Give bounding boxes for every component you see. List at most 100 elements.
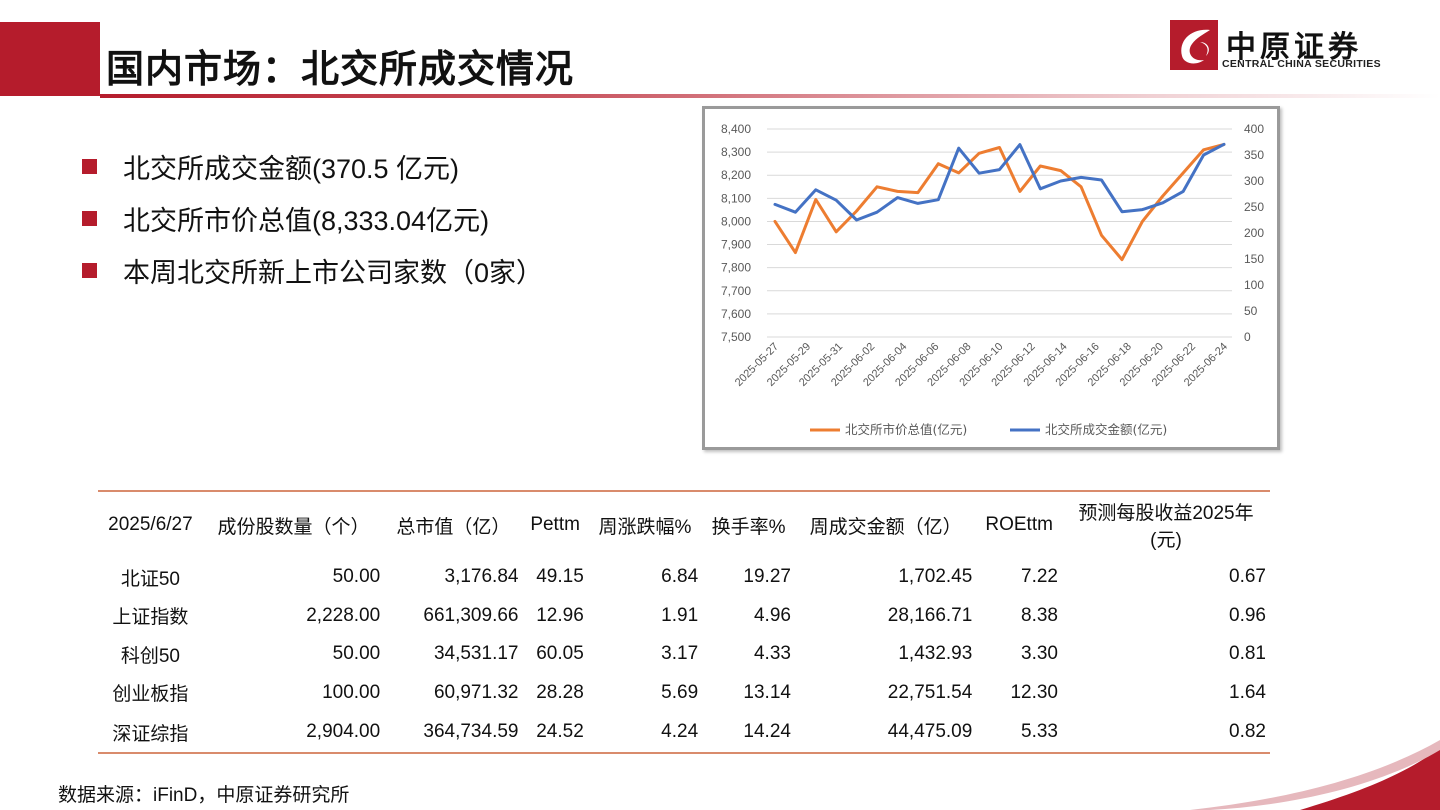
- index-name-cell: 深证综指: [112, 723, 189, 745]
- bullet-text: 北交所成交金额(370.5 亿元): [123, 153, 460, 184]
- y-right-tick-label: 200: [1244, 226, 1264, 240]
- title-accent-block: [0, 22, 100, 96]
- corner-decoration: [1190, 740, 1440, 810]
- y-left-tick-label: 8,300: [721, 145, 751, 159]
- table-cell: 2,904.00: [306, 721, 381, 742]
- series-line-turnover: [773, 142, 1226, 222]
- y-left-tick-label: 7,800: [721, 261, 751, 275]
- table-cell: 4.96: [753, 604, 791, 626]
- table-cell: 1.91: [661, 604, 699, 626]
- y-right-tick-label: 300: [1244, 174, 1264, 188]
- table-cell: 24.52: [536, 721, 584, 742]
- table-cell: 5.33: [1021, 721, 1058, 742]
- bullet-text: 北交所市价总值(8,333.04亿元): [123, 205, 490, 236]
- logo-name: 中原证券: [1226, 31, 1362, 64]
- table-cell: 28.28: [536, 681, 584, 703]
- table-cell: 0.67: [1229, 566, 1266, 588]
- y-left-tick-label: 7,600: [721, 307, 751, 321]
- table-cell: 3,176.84: [444, 566, 519, 588]
- table-cell: 28,166.71: [887, 604, 973, 626]
- index-name-cell: 创业板指: [112, 684, 189, 706]
- table-cell: 14.24: [743, 721, 791, 742]
- table-row: 北证50 50.00 3,176.84 49.15 6.84 19.27 1,702.45 7…: [98, 558, 1270, 597]
- legend-label: 北交所市价总值(亿元): [845, 422, 967, 437]
- table-cell: 2,228.00: [306, 604, 381, 626]
- table-header-cell: 周成交金额（亿）: [809, 516, 962, 538]
- table-body: 北证50 50.00 3,176.84 49.15 6.84 19.27 1,702.45 7…: [98, 558, 1270, 753]
- table-cell: 34,531.17: [433, 643, 519, 665]
- y-right-tick-label: 0: [1244, 330, 1251, 344]
- y-left-tick-label: 7,500: [721, 330, 751, 344]
- table-header-cell: 换手率%: [711, 516, 786, 538]
- index-name-cell: 科创50: [120, 645, 180, 667]
- logo-subtitle: CENTRAL CHINA SECURITIES: [1222, 58, 1381, 70]
- index-comparison-table: 2025/6/27 成份股数量（个） 总市值（亿） Pettm 周涨跌幅% 换手率% 周成交…: [98, 490, 1270, 754]
- table-cell: 50.00: [332, 643, 381, 665]
- bullet-item: 北交所成交金额(370.5 亿元): [82, 140, 543, 192]
- table-header-cell: ROEttm: [985, 514, 1053, 535]
- y-left-tick-label: 8,400: [721, 122, 751, 136]
- table-cell: 50.00: [332, 566, 381, 588]
- y-right-tick-label: 150: [1244, 252, 1264, 266]
- series-line-market-value: [773, 143, 1226, 262]
- table-cell: 0.96: [1229, 604, 1266, 626]
- table-cell: 60.05: [536, 643, 584, 665]
- table-cell: 1,432.93: [898, 643, 973, 665]
- table-cell: 13.14: [743, 681, 791, 703]
- index-name-cell: 北证50: [120, 568, 180, 590]
- table-cell: 12.96: [536, 604, 584, 626]
- table-cell: 4.24: [661, 721, 699, 742]
- bullet-list: 北交所成交金额(370.5 亿元) 北交所市价总值(8,333.04亿元) 本周…: [82, 140, 543, 296]
- logo-mark-icon: [1170, 20, 1218, 70]
- y-left-tick-label: 7,900: [721, 238, 751, 252]
- table-row: 科创50 50.00 34,531.17 60.05 3.17 4.33 1,432.93 3…: [98, 635, 1270, 674]
- table-cell: 60,971.32: [433, 681, 519, 703]
- table-cell: 5.69: [661, 681, 699, 703]
- bullet-item: 本周北交所新上市公司家数（0家）: [82, 244, 543, 296]
- table-cell: 7.22: [1021, 566, 1058, 588]
- table-cell: 1.64: [1229, 681, 1266, 703]
- table-row: 创业板指 100.00 60,971.32 28.28 5.69 13.14 22,751.…: [98, 674, 1270, 713]
- table-header-cell: 预测每股收益2025年 (元): [1078, 503, 1254, 551]
- y-right-tick-label: 50: [1244, 304, 1258, 318]
- table-cell: 364,734.59: [423, 721, 519, 742]
- table-cell: 100.00: [322, 681, 381, 703]
- table-cell: 0.82: [1229, 721, 1266, 742]
- y-left-tick-label: 8,100: [721, 191, 751, 205]
- table-cell: 12.30: [1010, 681, 1058, 703]
- table-cell: 19.27: [743, 566, 791, 588]
- bullet-text: 本周北交所新上市公司家数（0家）: [123, 257, 544, 288]
- table-row: 上证指数 2,228.00 661,309.66 12.96 1.91 4.96 28,16…: [98, 597, 1270, 636]
- table-cell: 3.17: [661, 643, 699, 665]
- y-right-tick-label: 250: [1244, 200, 1264, 214]
- table-cell: 22,751.54: [887, 681, 973, 703]
- bullet-square-icon: [82, 158, 97, 174]
- table-cell: 0.81: [1229, 643, 1266, 665]
- table-cell: 4.33: [753, 643, 791, 665]
- bullet-square-icon: [82, 262, 97, 278]
- table-row: 深证综指 2,904.00 364,734.59 24.52 4.24 14.24 44,4…: [98, 712, 1270, 753]
- table-cell: 49.15: [536, 566, 584, 588]
- title-underline: [100, 94, 1440, 98]
- table-cell: 1,702.45: [898, 566, 973, 588]
- table-header-cell: 2025/6/27: [108, 514, 193, 535]
- table-header-cell: 周涨跌幅%: [598, 516, 692, 538]
- table-cell: 44,475.09: [887, 721, 973, 742]
- table-cell: 3.30: [1021, 643, 1058, 665]
- chart-frame: 7,500 7,600 7,700 7,800 7,900 8,000 8,100 8,200…: [702, 106, 1280, 450]
- company-logo: 中原证券 CENTRAL CHINA SECURITIES: [1170, 20, 1420, 74]
- bullet-item: 北交所市价总值(8,333.04亿元): [82, 192, 543, 244]
- legend-label: 北交所成交金额(亿元): [1045, 422, 1167, 437]
- page-title: 国内市场：北交所成交情况: [106, 49, 575, 91]
- table-cell: 8.38: [1021, 604, 1058, 626]
- table-cell: 6.84: [661, 566, 699, 588]
- bullet-square-icon: [82, 210, 97, 226]
- y-right-tick-label: 100: [1244, 278, 1264, 292]
- index-name-cell: 上证指数: [112, 607, 189, 629]
- y-left-tick-label: 8,200: [721, 168, 751, 182]
- table-header-cell: 成份股数量（个）: [217, 516, 370, 538]
- table-cell: 661,309.66: [423, 604, 519, 626]
- y-left-tick-label: 8,000: [721, 214, 751, 228]
- table-header-cell: 总市值（亿）: [396, 516, 511, 538]
- y-left-tick-label: 7,700: [721, 284, 751, 298]
